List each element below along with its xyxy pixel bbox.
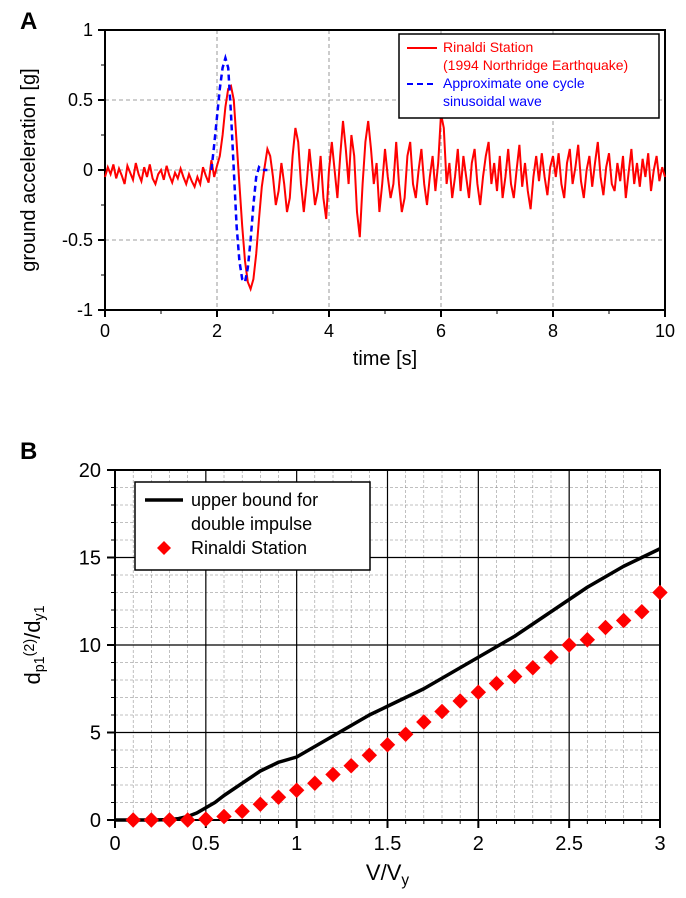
svg-text:dp1(2)/dy1: dp1(2)/dy1 xyxy=(20,605,48,684)
svg-text:2: 2 xyxy=(473,833,484,855)
svg-text:-1: -1 xyxy=(77,300,93,320)
svg-text:1: 1 xyxy=(83,20,93,40)
svg-text:sinusoidal wave: sinusoidal wave xyxy=(443,93,542,109)
svg-text:1: 1 xyxy=(291,833,302,855)
svg-text:0: 0 xyxy=(100,321,110,341)
svg-text:1.5: 1.5 xyxy=(374,833,402,855)
svg-text:2.5: 2.5 xyxy=(555,833,583,855)
svg-text:V/Vy: V/Vy xyxy=(366,860,409,889)
svg-text:0: 0 xyxy=(90,810,101,832)
svg-text:time [s]: time [s] xyxy=(353,348,417,370)
svg-text:0: 0 xyxy=(109,833,120,855)
svg-text:upper bound for: upper bound for xyxy=(191,490,318,510)
svg-text:3: 3 xyxy=(654,833,665,855)
svg-text:6: 6 xyxy=(436,321,446,341)
svg-text:ground acceleration [g]: ground acceleration [g] xyxy=(18,68,40,271)
svg-text:8: 8 xyxy=(548,321,558,341)
page: A 0246810-1-0.500.51time [s]ground accel… xyxy=(0,0,686,898)
svg-text:4: 4 xyxy=(324,321,334,341)
svg-text:Rinaldi Station: Rinaldi Station xyxy=(191,538,307,558)
svg-text:Approximate one cycle: Approximate one cycle xyxy=(443,75,585,91)
svg-text:5: 5 xyxy=(90,723,101,745)
svg-text:(1994 Northridge Earthquake): (1994 Northridge Earthquake) xyxy=(443,57,628,73)
svg-text:Rinaldi Station: Rinaldi Station xyxy=(443,39,533,55)
svg-text:0.5: 0.5 xyxy=(192,833,220,855)
svg-text:-0.5: -0.5 xyxy=(62,230,93,250)
svg-text:0: 0 xyxy=(83,160,93,180)
svg-text:10: 10 xyxy=(655,321,675,341)
svg-text:20: 20 xyxy=(79,460,101,482)
panel-a-chart: 0 2 4 6 8 10 -1 -0.5 0 0.5 1 time [s] ground acceler… xyxy=(0,0,686,380)
svg-text:double impulse: double impulse xyxy=(191,514,312,534)
svg-text:15: 15 xyxy=(79,548,101,570)
svg-text:10: 10 xyxy=(79,635,101,657)
panel-b-chart: 0 0.5 1 1.5 2 2.5 3 0 5 10 15 20 V/Vy dp1(2)/dy1 upper… xyxy=(0,440,686,898)
svg-text:0.5: 0.5 xyxy=(68,90,93,110)
svg-text:2: 2 xyxy=(212,321,222,341)
